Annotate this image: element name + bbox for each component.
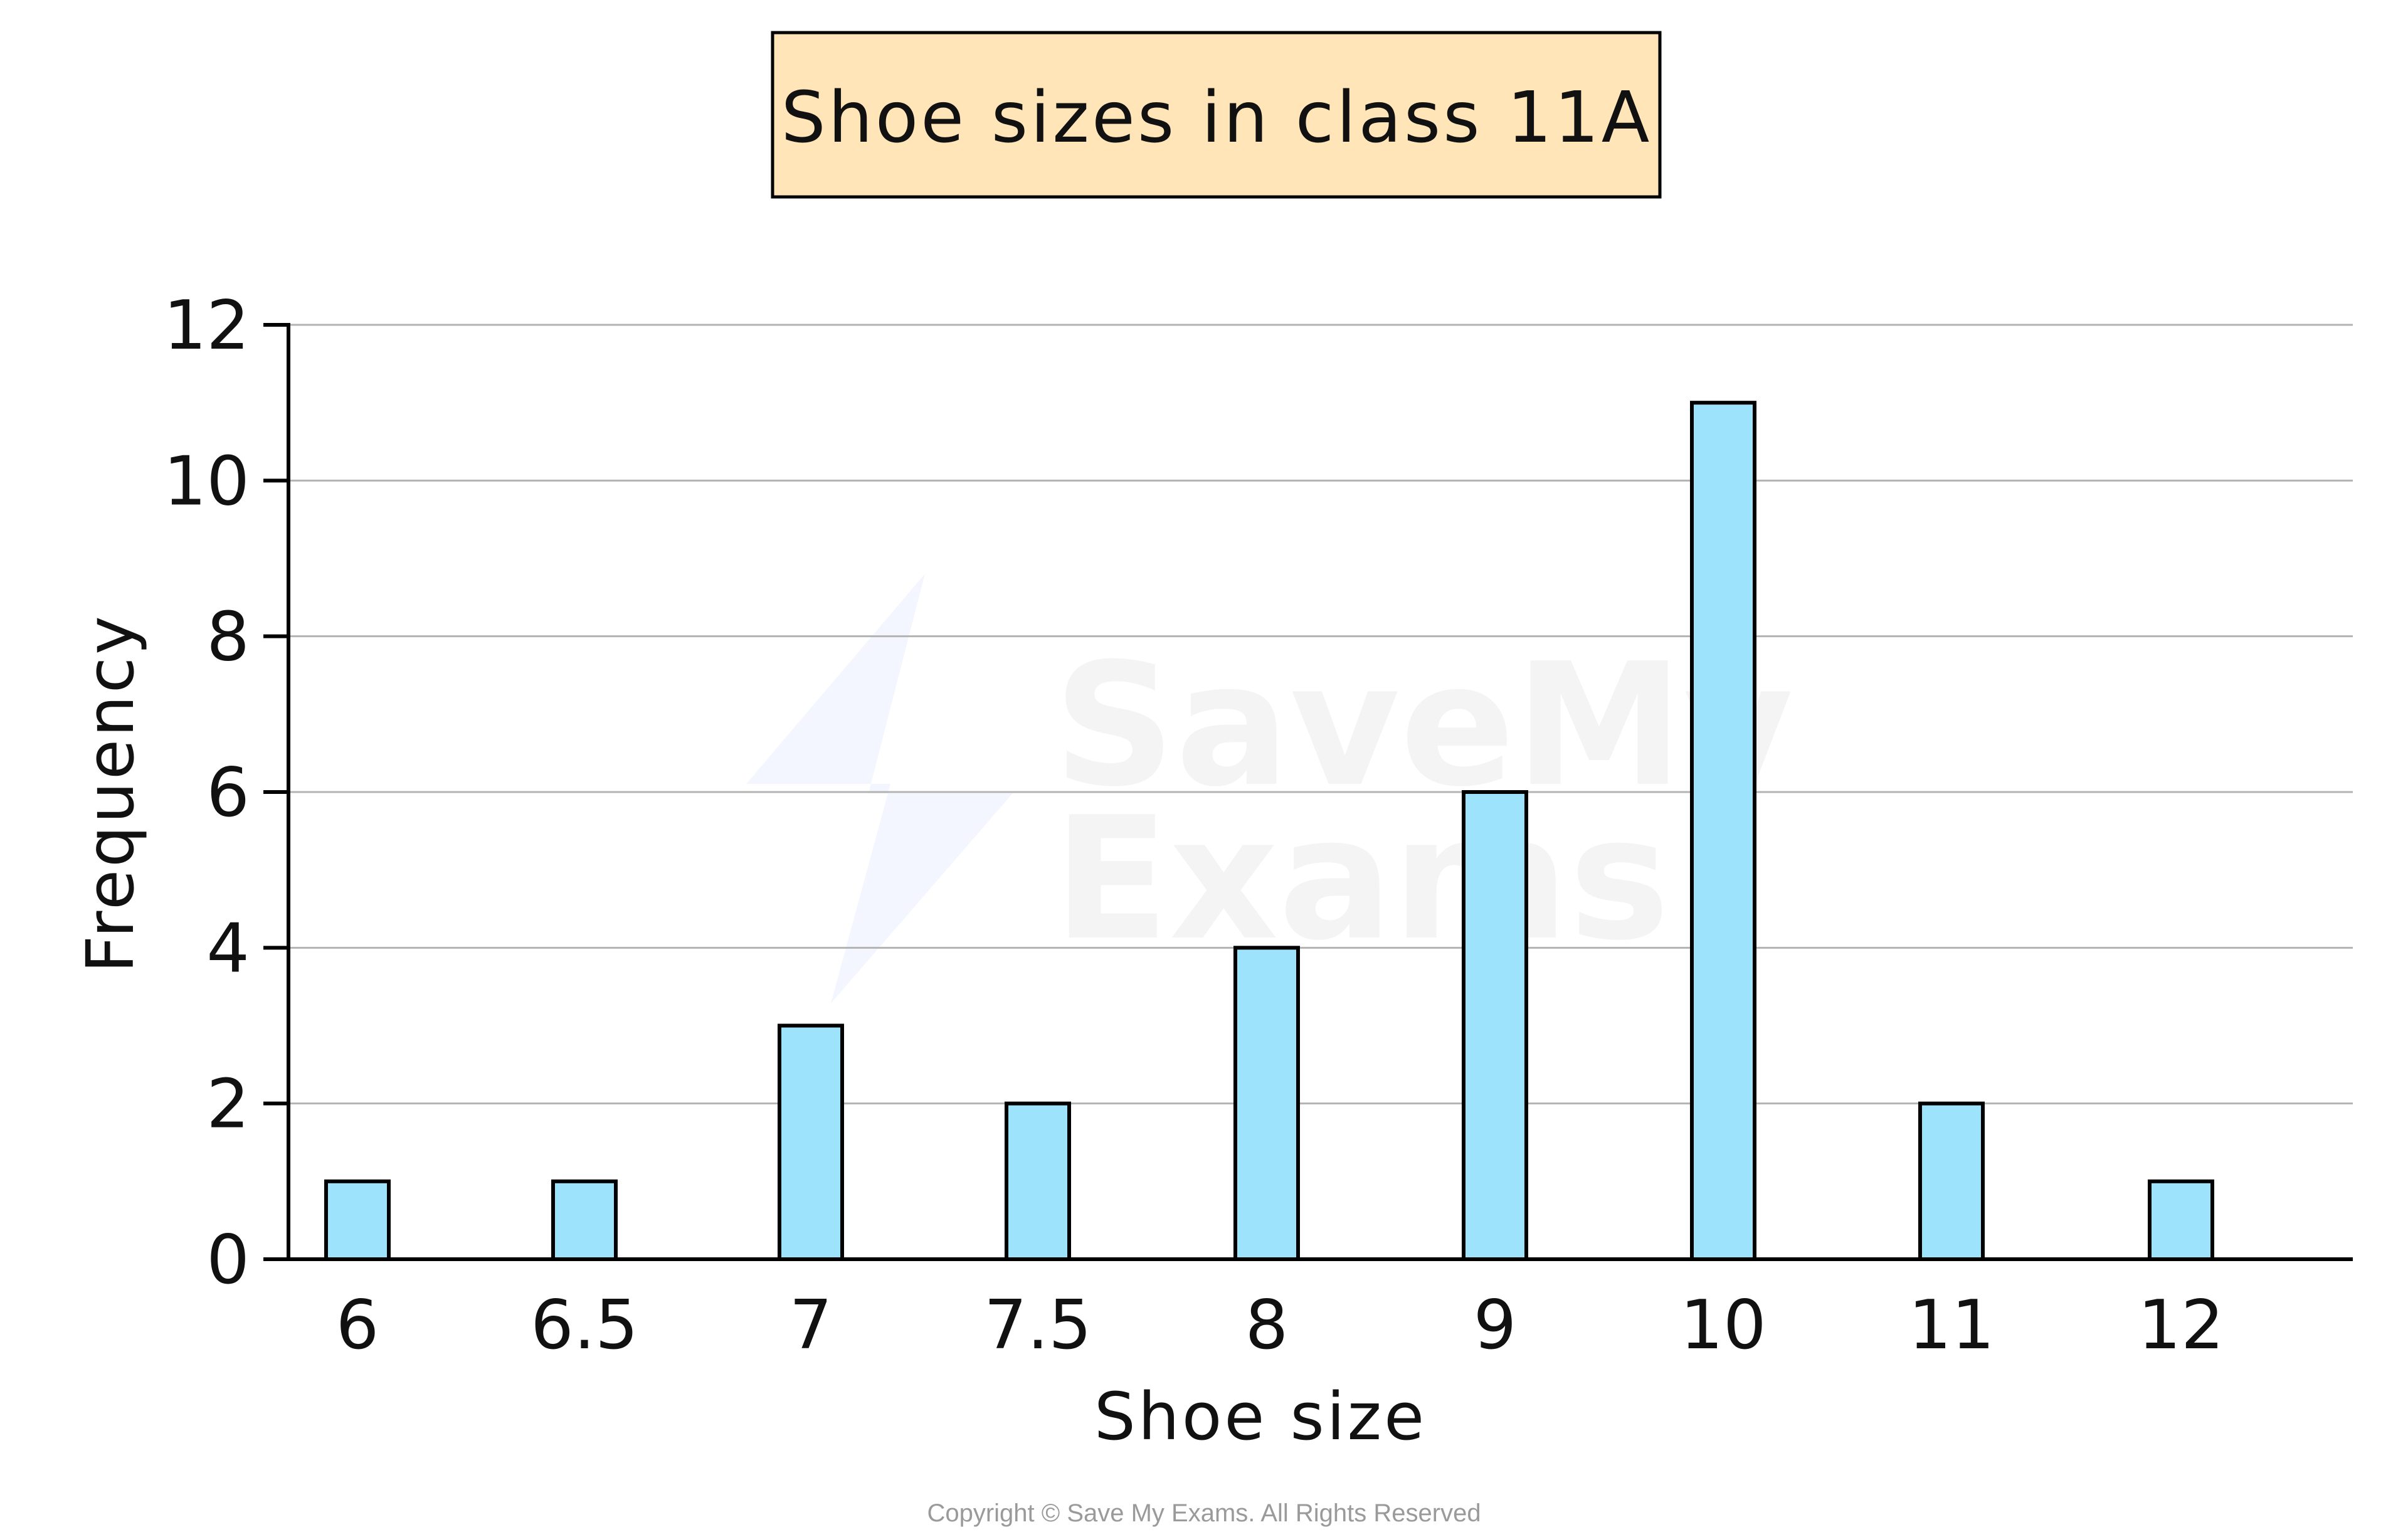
- x-tick-label-9: 9: [1474, 1286, 1517, 1365]
- svg-text:Exams: Exams: [1054, 780, 1670, 978]
- axes: [263, 323, 2353, 1261]
- bar-8: [1233, 946, 1300, 1262]
- y-tick-label-10: 10: [164, 442, 250, 520]
- y-tick-labels: 0 2 4 6 8 10 12: [164, 287, 250, 1299]
- bar-6.5: [551, 1179, 618, 1262]
- x-tick-label-10: 10: [1680, 1286, 1766, 1365]
- watermark-logo: SaveMy Exams: [746, 574, 1793, 1003]
- y-tick-label-8: 8: [206, 598, 250, 677]
- bar-9: [1462, 790, 1528, 1261]
- y-tick-label-12: 12: [164, 287, 250, 365]
- chart-title: Shoe sizes in class 11A: [781, 77, 1652, 159]
- bar-12: [2148, 1179, 2214, 1262]
- x-tick-label-12: 12: [2138, 1286, 2224, 1365]
- y-tick-label-4: 4: [206, 909, 250, 988]
- gridlines: [288, 324, 2353, 1105]
- bar-11: [1918, 1101, 1985, 1261]
- x-tick-label-6.5: 6.5: [531, 1286, 638, 1365]
- x-tick-label-7: 7: [789, 1286, 833, 1365]
- bar-7.5: [1005, 1101, 1071, 1261]
- chart-title-box: Shoe sizes in class 11A: [771, 31, 1662, 199]
- bar-10: [1690, 401, 1756, 1262]
- x-tick-label-6: 6: [336, 1286, 379, 1365]
- y-tick-label-6: 6: [206, 754, 250, 832]
- y-tick-label-0: 0: [206, 1221, 250, 1299]
- x-tick-label-8: 8: [1245, 1286, 1289, 1365]
- copyright-text: Copyright © Save My Exams. All Rights Re…: [927, 1499, 1481, 1527]
- x-tick-labels: 6 6.5 7 7.5 8 9 10 11 12: [336, 1286, 2224, 1365]
- title-background: [771, 31, 1662, 199]
- x-tick-label-11: 11: [1908, 1286, 1994, 1365]
- bar-7: [778, 1023, 844, 1261]
- bar-6: [324, 1179, 391, 1262]
- y-axis-label: Frequency: [72, 613, 149, 973]
- y-tick-label-2: 2: [206, 1065, 250, 1144]
- x-tick-label-7.5: 7.5: [984, 1286, 1092, 1365]
- x-axis-label: Shoe size: [1094, 1378, 1427, 1455]
